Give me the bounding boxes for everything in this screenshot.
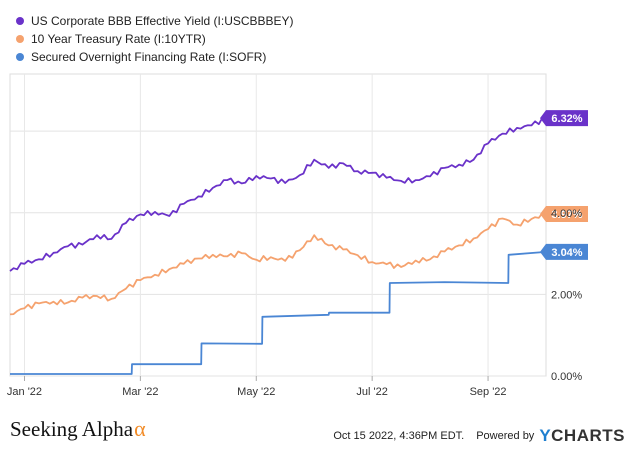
end-label-text: 6.32%	[551, 113, 582, 125]
y-tick-label: 2.00%	[551, 289, 582, 301]
y-tick-label: 0.00%	[551, 371, 582, 383]
y-axis-ticks: 0.00% 2.00% 4.00%	[551, 208, 582, 383]
series-line-bbb-yield	[9, 116, 547, 272]
seeking-alpha-logo: Seeking Alphaα	[10, 416, 146, 442]
ycharts-logo-y: Y	[539, 426, 552, 445]
legend-item-sofr: Secured Overnight Financing Rate (I:SOFR…	[16, 48, 294, 66]
legend-swatch-10yr-treasury	[16, 35, 24, 43]
x-tick-label: Jul '22	[356, 386, 387, 398]
series-line-10yr-treasury	[9, 212, 547, 316]
end-label-bg	[540, 205, 588, 222]
legend-swatch-sofr	[16, 53, 24, 61]
legend-item-bbb-yield: US Corporate BBB Effective Yield (I:USCB…	[16, 12, 294, 30]
x-tick-label: May '22	[237, 386, 275, 398]
legend-swatch-bbb-yield	[16, 17, 24, 25]
legend-label-bbb-yield: US Corporate BBB Effective Yield (I:USCB…	[31, 14, 294, 28]
end-label-text: 3.04%	[551, 247, 582, 259]
gridlines	[10, 74, 546, 377]
series-line-sofr	[10, 251, 547, 375]
y-tick-label: 4.00%	[551, 208, 582, 220]
end-label-bg	[540, 243, 588, 260]
legend: US Corporate BBB Effective Yield (I:USCB…	[16, 12, 294, 66]
x-tick-label: Mar '22	[122, 386, 158, 398]
powered-by-text: Powered by	[476, 430, 535, 442]
series-lines	[9, 116, 547, 375]
legend-label-10yr-treasury: 10 Year Treasury Rate (I:10YTR)	[31, 32, 206, 46]
ycharts-logo: YCHARTS	[539, 426, 625, 446]
legend-label-sofr: Secured Overnight Financing Rate (I:SOFR…	[31, 50, 267, 64]
end-value-labels: 6.32% 3.97% 3.04%	[540, 110, 588, 260]
end-label-bbb-yield: 6.32%	[540, 110, 588, 127]
alpha-symbol-icon: α	[134, 416, 146, 441]
end-label-bg	[540, 110, 588, 127]
legend-item-10yr-treasury: 10 Year Treasury Rate (I:10YTR)	[16, 30, 294, 48]
ycharts-logo-text: CHARTS	[551, 426, 625, 445]
line-chart: 6.32% 3.97% 3.04% 0.00% 2.00% 4.00% Jan '22 M…	[7, 73, 588, 398]
seeking-alpha-wordmark: Seeking Alpha	[10, 417, 134, 441]
x-tick-label: Jan '22	[7, 386, 42, 398]
end-label-sofr: 3.04%	[540, 243, 588, 260]
x-tick-label: Sep '22	[470, 386, 507, 398]
timestamp: Oct 15 2022, 4:36PM EDT.	[333, 430, 465, 442]
chart-footer: Seeking Alphaα Oct 15 2022, 4:36PM EDT. …	[0, 414, 635, 450]
x-axis-ticks: Jan '22 Mar '22 May '22 Jul '22 Sep '22	[7, 376, 507, 398]
footer-attribution: Oct 15 2022, 4:36PM EDT. Powered by YCHA…	[333, 426, 625, 446]
end-label-10yr-treasury: 3.97%	[540, 205, 588, 222]
end-label-text: 3.97%	[551, 209, 582, 221]
plot-area	[9, 73, 547, 377]
